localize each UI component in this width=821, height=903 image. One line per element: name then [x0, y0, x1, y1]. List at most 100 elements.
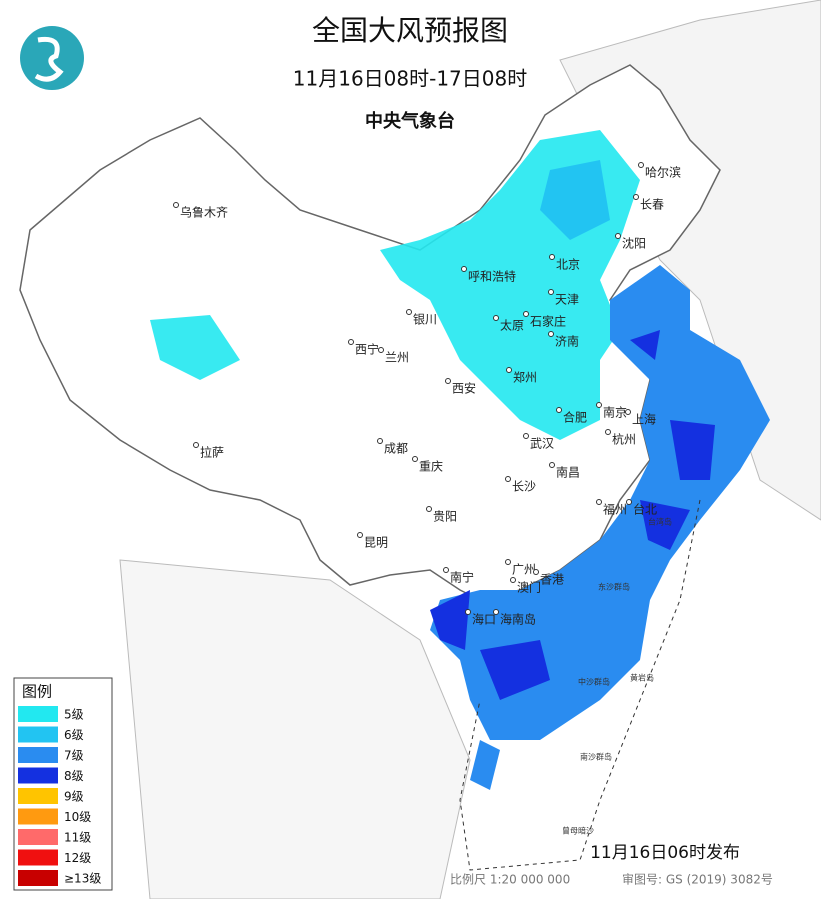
city-label: 昆明 [364, 536, 388, 550]
city-label: 太原 [500, 318, 524, 333]
city-dot [426, 506, 432, 512]
city-label: 西安 [452, 381, 476, 396]
legend-label: 7级 [64, 749, 84, 763]
city-dot [605, 429, 611, 435]
city-dot [505, 559, 511, 565]
city-label: 广州 [512, 563, 536, 577]
legend-swatch [18, 706, 58, 722]
city-label: 兰州 [385, 351, 409, 365]
map-title: 全国大风预报图 [312, 14, 508, 47]
city-dot [633, 194, 639, 200]
city-label: 郑州 [513, 370, 537, 385]
legend-swatch [18, 808, 58, 825]
city-label: 海口 [472, 612, 496, 627]
city-dot [493, 609, 499, 615]
island-label: 东沙群岛 [598, 582, 630, 592]
city-dot [510, 577, 516, 583]
map-scale: 比例尺 1:20 000 000 [450, 873, 570, 887]
wind-area-7 [430, 265, 770, 740]
city-dot [173, 202, 179, 208]
city-dot [548, 331, 554, 337]
wind-area-7 [470, 740, 500, 790]
city-label: 重庆 [419, 460, 443, 474]
map-period: 11月16日08时-17日08时 [293, 67, 527, 91]
city-label: 南宁 [450, 570, 474, 585]
legend-label: 12级 [64, 851, 91, 865]
city-dot [493, 315, 499, 321]
city-dot [556, 407, 562, 413]
legend-label: 11级 [64, 831, 91, 845]
city-label: 呼和浩特 [468, 269, 516, 284]
city-label: 福州 [603, 502, 627, 517]
city-label: 南昌 [556, 465, 580, 480]
city-dot [357, 532, 363, 538]
wind-area-8 [640, 500, 690, 550]
city-dot [626, 499, 632, 505]
city-dot [523, 433, 529, 439]
city-label: 哈尔滨 [645, 165, 681, 180]
city-dot [615, 233, 621, 239]
city-label: 长春 [640, 198, 664, 212]
city-dot [377, 438, 383, 444]
legend-label: 10级 [64, 810, 91, 824]
city-label: 合肥 [563, 410, 587, 425]
legend-swatch [18, 747, 58, 763]
issue-time: 11月16日06时发布 [590, 843, 740, 863]
city-dot [445, 378, 451, 384]
city-dot [348, 339, 354, 345]
city-label: 长沙 [512, 480, 536, 494]
island-label: 曾母暗沙 [562, 826, 594, 836]
city-dot [549, 462, 555, 468]
city-dot [549, 254, 555, 260]
city-label: 西宁 [355, 342, 379, 357]
legend-label: 9级 [64, 790, 84, 804]
wind-area-8 [630, 330, 660, 360]
city-label: 贵阳 [433, 510, 457, 524]
wind-area-6 [540, 160, 610, 240]
legend-label: 5级 [64, 708, 84, 722]
legend-swatch [18, 788, 58, 804]
logo-mark [34, 36, 64, 82]
city-dot [505, 476, 511, 482]
city-label: 澳门 [517, 580, 541, 595]
wind-area-8 [480, 640, 550, 700]
city-dot [638, 162, 644, 168]
wind-area-8 [670, 420, 715, 480]
legend-swatch [18, 870, 58, 886]
city-label: 香港 [540, 573, 564, 587]
city-label: 上海 [632, 412, 656, 427]
city-label: 银川 [413, 313, 437, 327]
city-label: 北京 [556, 258, 580, 272]
city-label: 武汉 [530, 437, 554, 451]
city-dot [596, 499, 602, 505]
city-label: 沈阳 [622, 236, 646, 251]
wind-area-5 [150, 315, 240, 380]
city-label: 拉萨 [200, 445, 224, 460]
city-dot [461, 266, 467, 272]
city-label: 台北 [633, 502, 657, 517]
city-dot [193, 442, 199, 448]
city-dot [533, 569, 539, 575]
city-dot [406, 309, 412, 315]
city-dot [625, 409, 631, 415]
map-agency: 中央气象台 [365, 110, 455, 132]
city-dot [506, 367, 512, 373]
city-dot [548, 289, 554, 295]
city-dot [378, 347, 384, 353]
city-label: 海南岛 [500, 612, 536, 627]
city-label: 杭州 [612, 432, 636, 447]
legend-label: 6级 [64, 728, 84, 742]
approval-number: 审图号: GS (2019) 3082号 [622, 872, 773, 887]
city-label: 南京 [603, 405, 627, 420]
city-dot [412, 456, 418, 462]
legend-title: 图例 [22, 683, 52, 701]
legend-label: 8级 [64, 769, 84, 783]
legend-label: ≥13级 [64, 872, 101, 886]
city-label: 济南 [555, 334, 579, 349]
island-label: 中沙群岛 [578, 677, 610, 687]
island-label: 黄岩岛 [630, 673, 654, 683]
legend-swatch [18, 726, 58, 743]
island-label: 南沙群岛 [580, 752, 612, 762]
city-dot [465, 609, 471, 615]
